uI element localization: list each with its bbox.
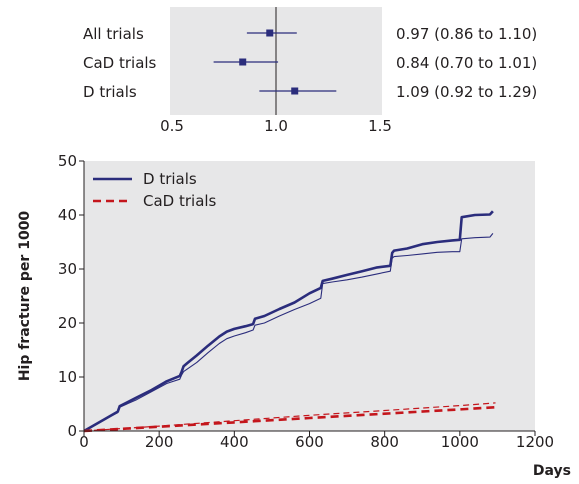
x-tick-label: 400 — [220, 433, 249, 451]
y-axis-title: Hip fracture per 1000 — [17, 211, 33, 382]
y-tick-label: 50 — [58, 152, 77, 170]
point-estimate-marker — [266, 29, 274, 37]
series-line-d-trials-secondary — [83, 233, 494, 432]
y-tick-label: 40 — [58, 206, 77, 224]
line-chart: 0 10 20 30 40 50 0 200 400 600 800 1000 1200 Hip fr… — [17, 152, 571, 479]
forest-row-estimate-text: 0.97 (0.86 to 1.10) — [396, 25, 537, 43]
legend-label-cad-trials: CaD trials — [143, 192, 217, 210]
x-tick-label: 600 — [295, 433, 324, 451]
x-tick-label: 200 — [145, 433, 174, 451]
series-line-cad-trials — [83, 405, 496, 433]
point-estimate-marker — [239, 58, 247, 66]
forest-row-estimate-text: 0.84 (0.70 to 1.01) — [396, 54, 537, 72]
x-tick-label: 0 — [79, 433, 89, 451]
series-line-d-trials — [83, 210, 494, 433]
y-tick-label: 10 — [58, 368, 77, 386]
x-tick-label: 800 — [370, 433, 399, 451]
forest-row-cad-trials: CaD trials 0.84 (0.70 to 1.01) — [83, 54, 537, 72]
y-ticks: 0 10 20 30 40 50 — [58, 152, 84, 440]
series-layer — [83, 210, 496, 433]
forest-row-label: D trials — [83, 83, 137, 101]
forest-row-label: All trials — [83, 25, 144, 43]
forest-row-all-trials: All trials 0.97 (0.86 to 1.10) — [83, 25, 537, 43]
forest-x-tick-label: 1.0 — [264, 117, 288, 135]
x-axis-title: Days — [533, 463, 571, 479]
forest-plot: All trials 0.97 (0.86 to 1.10) CaD trial… — [83, 7, 537, 135]
x-tick-label: 1200 — [516, 433, 554, 451]
series-line-cad-trials-secondary — [83, 402, 496, 432]
y-tick-label: 30 — [58, 260, 77, 278]
forest-x-tick-label: 0.5 — [160, 117, 184, 135]
point-estimate-marker — [291, 87, 299, 95]
forest-row-label: CaD trials — [83, 54, 157, 72]
legend: D trials CaD trials — [93, 170, 217, 210]
x-tick-label: 1000 — [441, 433, 479, 451]
x-ticks: 0 200 400 600 800 1000 1200 — [79, 431, 554, 451]
y-tick-label: 20 — [58, 314, 77, 332]
legend-label-d-trials: D trials — [143, 170, 197, 188]
forest-x-tick-label: 1.5 — [368, 117, 392, 135]
forest-row-estimate-text: 1.09 (0.92 to 1.29) — [396, 83, 537, 101]
y-tick-label: 0 — [67, 422, 77, 440]
forest-row-d-trials: D trials 1.09 (0.92 to 1.29) — [83, 83, 537, 101]
